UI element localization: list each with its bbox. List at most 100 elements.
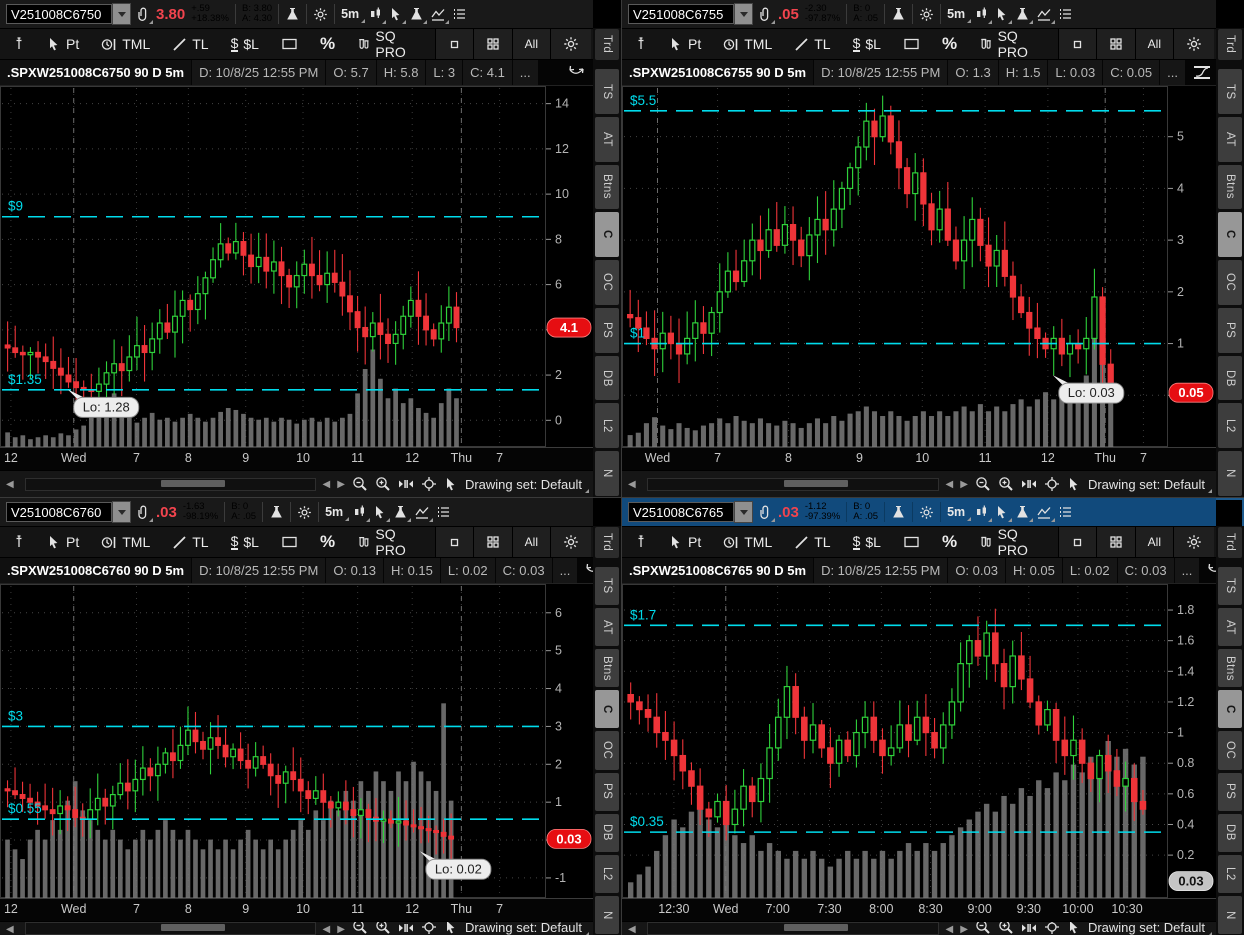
sidebar-tab-oc[interactable]: OC [595,731,619,770]
restore-chart-icon[interactable] [567,64,587,81]
crosshair-target-icon[interactable] [1044,922,1060,935]
step-left-icon[interactable]: ◀ [945,924,954,935]
price-level-tool-button[interactable]: $ $L [842,29,892,59]
sidebar-tab-trd[interactable]: Trd [1218,527,1242,558]
pan-expand-icon[interactable] [398,477,414,491]
sq-pro-button[interactable]: SQ PRO [968,28,1058,60]
zoom-out-icon[interactable] [975,922,991,935]
price-level-tool-button[interactable]: $ $L [220,29,270,59]
trendline-tool-button[interactable]: TL [161,29,219,59]
scroll-left-icon[interactable]: ◀ [6,478,14,490]
sidebar-tab-at[interactable]: AT [1218,608,1242,647]
drawing-cursor-icon[interactable] [444,922,458,935]
chart-scrollbar[interactable] [646,922,939,935]
sidebar-tab-ps[interactable]: PS [1218,772,1242,811]
drawing-set-label[interactable]: Drawing set: Default [1088,922,1213,935]
cursor-tool-icon[interactable] [389,7,407,24]
paperclip-icon[interactable] [759,7,775,24]
analyze-flask-icon[interactable] [269,505,284,520]
timeline-tool-button[interactable]: TML [90,527,161,557]
trendline-tool-button[interactable]: TL [783,29,841,59]
symbol-input[interactable]: V251008C6750 [6,4,112,24]
pin-tool-button[interactable] [624,29,658,59]
sidebar-tab-at[interactable]: AT [595,116,619,162]
sidebar-tab-db[interactable]: DB [595,813,619,852]
gear-icon[interactable] [919,7,934,22]
gear-icon[interactable] [313,7,328,22]
patterns-icon[interactable] [1036,505,1056,522]
pointer-tool-button[interactable]: Pt [658,29,712,59]
analyze-flask-icon[interactable] [285,7,300,22]
scrollbar-thumb[interactable] [161,479,225,487]
menu-list-icon[interactable] [436,505,451,519]
sq-pro-button[interactable]: SQ PRO [346,526,435,558]
step-right-icon[interactable]: ▶ [960,924,968,935]
sidebar-tab-db[interactable]: DB [595,355,619,401]
percent-tool-button[interactable]: % [931,29,968,59]
rectangle-tool-button[interactable] [270,29,309,59]
all-charts-button[interactable]: All [1134,527,1173,557]
zoom-in-icon[interactable] [375,476,391,492]
timeline-tool-button[interactable]: TML [712,29,783,59]
symbol-input[interactable]: V251008C6760 [6,502,112,522]
timeframe-button[interactable]: 5m [947,7,972,23]
sidebar-tab-btns[interactable]: Btns [1218,164,1242,210]
symbol-dropdown-button[interactable] [112,501,131,523]
rectangle-tool-button[interactable] [892,29,931,59]
sidebar-tab-ps[interactable]: PS [595,772,619,811]
timeframe-button[interactable]: 5m [947,505,972,521]
scrollbar-thumb[interactable] [783,924,848,931]
zoom-out-icon[interactable] [975,476,991,492]
sq-pro-button[interactable]: SQ PRO [968,526,1058,558]
studies-flask-icon[interactable] [409,7,428,24]
time-axis[interactable]: 12 Wed 7 8 9 10 11 12 Thu 7 [0,898,593,921]
step-left-icon[interactable]: ◀ [945,478,954,490]
patterns-icon[interactable] [1036,7,1056,24]
grid-layout-button[interactable] [1095,527,1135,557]
chart-style-candle-icon[interactable] [368,7,387,24]
sidebar-tab-ps[interactable]: PS [595,307,619,353]
sidebar-tab-n[interactable]: N [595,895,619,934]
crosshair-target-icon[interactable] [421,476,437,492]
symbol-dropdown-button[interactable] [734,3,753,25]
trendline-tool-button[interactable]: TL [783,527,841,557]
sidebar-tab-ps[interactable]: PS [1218,307,1242,353]
step-left-icon[interactable]: ◀ [322,478,331,490]
pan-expand-icon[interactable] [1021,477,1037,491]
studies-flask-icon[interactable] [393,505,412,522]
percent-tool-button[interactable]: % [309,29,346,59]
timeframe-button[interactable]: 5m [341,7,366,23]
menu-list-icon[interactable] [1058,7,1073,21]
single-chart-button[interactable] [434,527,473,557]
sidebar-tab-ts[interactable]: TS [595,567,619,606]
pointer-tool-button[interactable]: Pt [36,29,90,59]
chart-scrollbar[interactable] [646,477,939,491]
pin-tool-button[interactable] [624,527,658,557]
ohlc-more[interactable]: ... [1160,60,1185,85]
menu-list-icon[interactable] [452,7,467,21]
timeline-tool-button[interactable]: TML [712,527,783,557]
timeframe-button[interactable]: 5m [325,505,350,521]
chart-scrollbar[interactable] [24,922,316,935]
timeline-tool-button[interactable]: TML [90,29,161,59]
drawing-cursor-icon[interactable] [1067,477,1081,492]
step-right-icon[interactable]: ▶ [337,924,345,935]
time-axis[interactable]: 12:30 Wed 7:00 7:30 8:00 8:30 9:00 9:30 10:00 10:… [622,898,1216,921]
sidebar-tab-c[interactable]: C [595,212,619,258]
drawing-set-label[interactable]: Drawing set: Default [1088,477,1213,493]
chart-curve-icon[interactable] [1192,64,1212,81]
scroll-left-icon[interactable]: ◀ [628,924,636,935]
all-charts-button[interactable]: All [1134,29,1173,59]
chart-area[interactable]: 543210$5.5$1Lo: 0.030.05 [622,86,1216,447]
pin-tool-button[interactable] [2,29,36,59]
sidebar-tab-l2[interactable]: L2 [595,403,619,449]
symbol-input[interactable]: V251008C6765 [628,502,734,522]
crosshair-target-icon[interactable] [1044,476,1060,492]
step-right-icon[interactable]: ▶ [960,478,968,490]
sidebar-tab-at[interactable]: AT [1218,116,1242,162]
sidebar-tab-ts[interactable]: TS [1218,567,1242,606]
sidebar-tab-oc[interactable]: OC [1218,260,1242,305]
menu-list-icon[interactable] [1058,505,1073,519]
cursor-tool-icon[interactable] [995,505,1013,522]
grid-layout-button[interactable] [472,527,512,557]
